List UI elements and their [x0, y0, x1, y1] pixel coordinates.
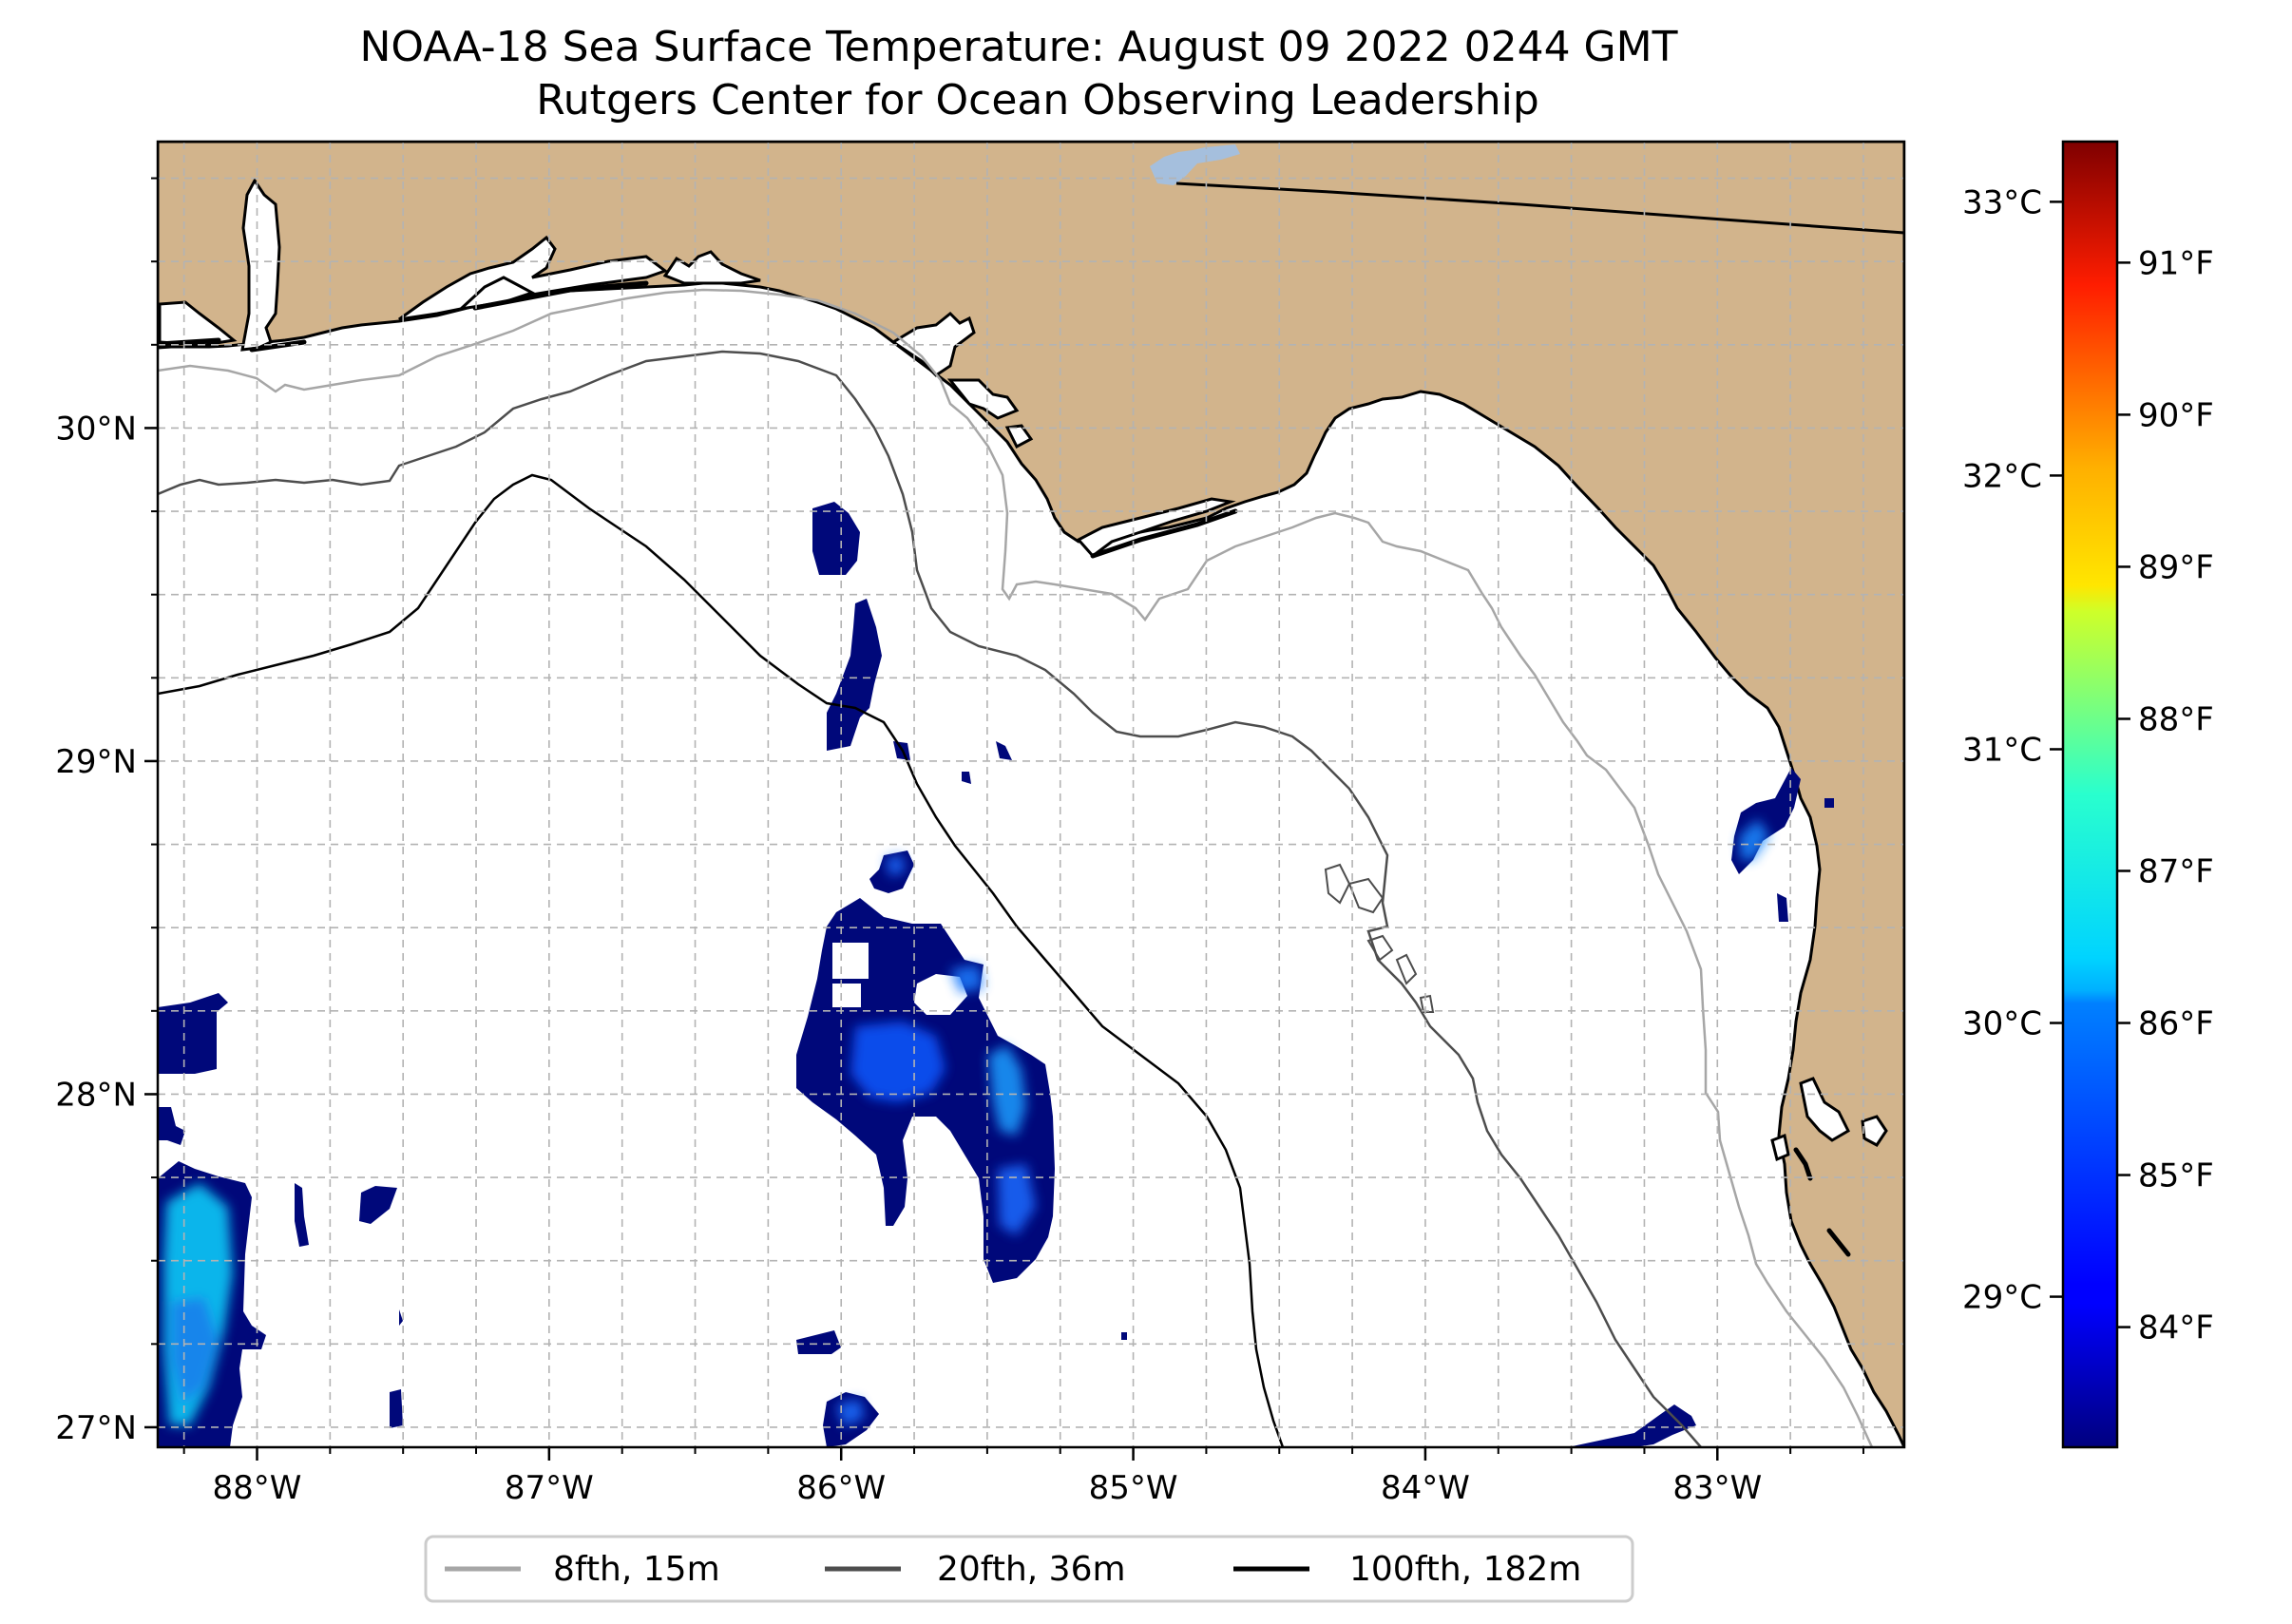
colorbar-gradient	[2061, 140, 2119, 1449]
fahrenheit-tick-label-90-f: 90°F	[2138, 396, 2214, 434]
colorbar-celsius-axis: 29°C 30°C 31°C 32°C 33°C	[1962, 183, 2063, 1317]
lon-tick-label-84-w: 84°W	[1381, 1469, 1470, 1507]
map-title-line1: NOAA-18 Sea Surface Temperature: August …	[360, 23, 1678, 71]
legend-label-100fth: 100fth, 182m	[1349, 1550, 1581, 1589]
celsius-tick-label-31-c: 31°C	[1962, 731, 2042, 769]
celsius-tick-label-29-c: 29°C	[1962, 1279, 2042, 1317]
legend-box	[424, 1535, 1634, 1603]
barrier-islands	[158, 280, 1851, 1257]
map-frame	[156, 140, 1906, 1449]
fahrenheit-tick-label-88-f: 88°F	[2138, 700, 2214, 738]
fahrenheit-tick-label-85-f: 85°F	[2138, 1157, 2214, 1195]
celsius-tick-label-33-c: 33°C	[1962, 183, 2042, 221]
lat-axis: 30°N 29°N 28°N 27°N	[55, 410, 158, 1447]
map-panel	[158, 142, 1904, 1447]
bays	[158, 178, 1888, 1162]
inland-lake	[1150, 144, 1240, 185]
fahrenheit-tick-label-89-f: 89°F	[2138, 548, 2214, 586]
celsius-tick-label-32-c: 32°C	[1962, 457, 2042, 495]
map-gridlines	[158, 142, 1904, 1447]
lat-tick-label-29-n: 29°N	[55, 743, 137, 781]
isobath-20fth	[158, 350, 1702, 1447]
isobath-8fth	[158, 288, 1874, 1447]
minor-ticks	[151, 177, 1864, 1454]
lon-tick-label-87-w: 87°W	[505, 1469, 594, 1507]
lon-axis: 88°W 87°W 86°W 85°W 84°W 83°W	[213, 1447, 1762, 1507]
colorbar: 29°C 30°C 31°C 32°C 33°C 84°F 85°F 86°F 87°F 88°…	[1962, 140, 2214, 1449]
fahrenheit-tick-label-87-f: 87°F	[2138, 852, 2214, 890]
isobath-legend: 8fth, 15m 20fth, 36m 100fth, 182m	[424, 1535, 1634, 1603]
lat-tick-label-28-n: 28°N	[55, 1076, 137, 1114]
colorbar-fahrenheit-axis: 84°F 85°F 86°F 87°F 88°F 89°F 90°F 91°F	[2117, 244, 2214, 1347]
lat-tick-label-30-n: 30°N	[55, 410, 137, 448]
fahrenheit-tick-label-86-f: 86°F	[2138, 1005, 2214, 1043]
fahrenheit-tick-label-91-f: 91°F	[2138, 244, 2214, 282]
celsius-tick-label-30-c: 30°C	[1962, 1005, 2042, 1043]
map-title-line2: Rutgers Center for Ocean Observing Leade…	[536, 76, 1539, 124]
lon-tick-label-83-w: 83°W	[1672, 1469, 1762, 1507]
legend-label-20fth: 20fth, 36m	[937, 1550, 1126, 1589]
lon-tick-label-85-w: 85°W	[1089, 1469, 1178, 1507]
lon-tick-label-88-w: 88°W	[213, 1469, 302, 1507]
legend-label-8fth: 8fth, 15m	[553, 1550, 720, 1589]
lon-tick-label-86-w: 86°W	[796, 1469, 886, 1507]
fahrenheit-tick-label-84-f: 84°F	[2138, 1309, 2214, 1347]
lat-tick-label-27-n: 27°N	[55, 1409, 137, 1447]
sst-warm-streaks	[163, 819, 1769, 1427]
isobath-islands	[1324, 863, 1435, 1013]
